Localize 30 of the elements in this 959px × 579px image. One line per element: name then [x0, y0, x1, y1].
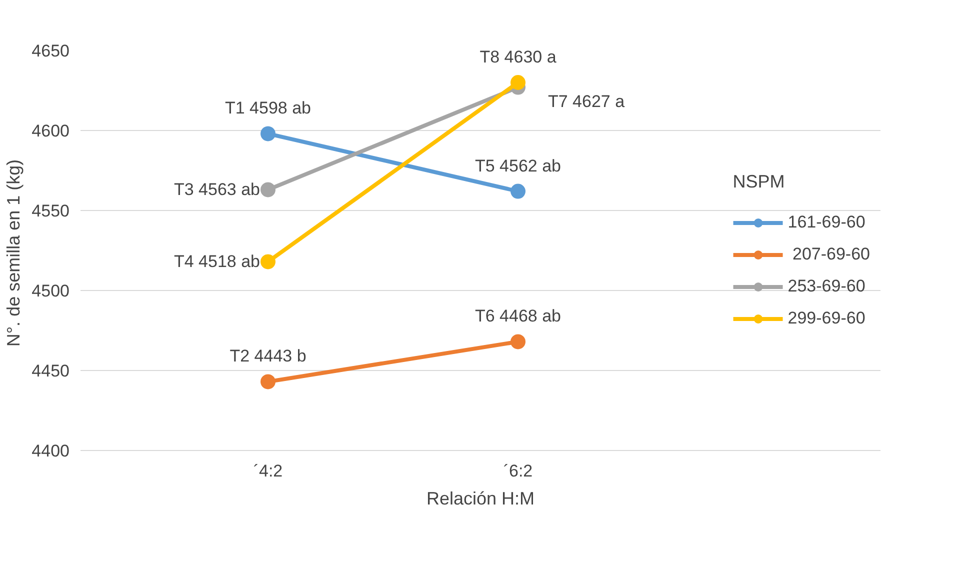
point — [260, 182, 276, 198]
y-tick-label: 4400 — [32, 442, 70, 460]
x-axis-title: Relación H:M — [426, 488, 535, 508]
y-tick-label: 4450 — [32, 362, 70, 380]
data-label: T7 4627 a — [548, 92, 626, 111]
x-tick-label: ´6:2 — [503, 462, 533, 480]
y-tick-label: 4600 — [32, 122, 70, 140]
point — [260, 254, 276, 270]
point — [510, 334, 526, 350]
point — [260, 374, 276, 390]
data-label: T5 4562 ab — [474, 156, 562, 176]
data-label: T4 4518 ab — [174, 252, 260, 272]
data-label: T1 4598 ab — [224, 98, 312, 118]
legend-label: 207-69-60 — [791, 244, 870, 264]
data-label: T3 4563 ab — [174, 180, 260, 200]
data-label: T2 4443 b — [230, 346, 306, 366]
legend-title: NSPM — [732, 172, 786, 192]
legend-label: 299-69-60 — [788, 308, 866, 328]
y-tick-label: 4500 — [32, 282, 70, 300]
point — [510, 184, 526, 199]
legend-label: 161-69-60 — [788, 212, 866, 232]
data-label: T8 4630 a — [480, 48, 557, 66]
point — [510, 75, 526, 90]
legend-label: 253-69-60 — [788, 276, 866, 296]
data-label: T6 4468 ab — [474, 306, 562, 326]
y-axis-title: N°. de semilla en 1 (kg) — [4, 159, 24, 347]
y-tick-label: 4650 — [32, 42, 70, 60]
x-tick-label: ´4:2 — [253, 462, 283, 480]
point — [260, 126, 276, 142]
y-tick-label: 4550 — [32, 202, 70, 220]
